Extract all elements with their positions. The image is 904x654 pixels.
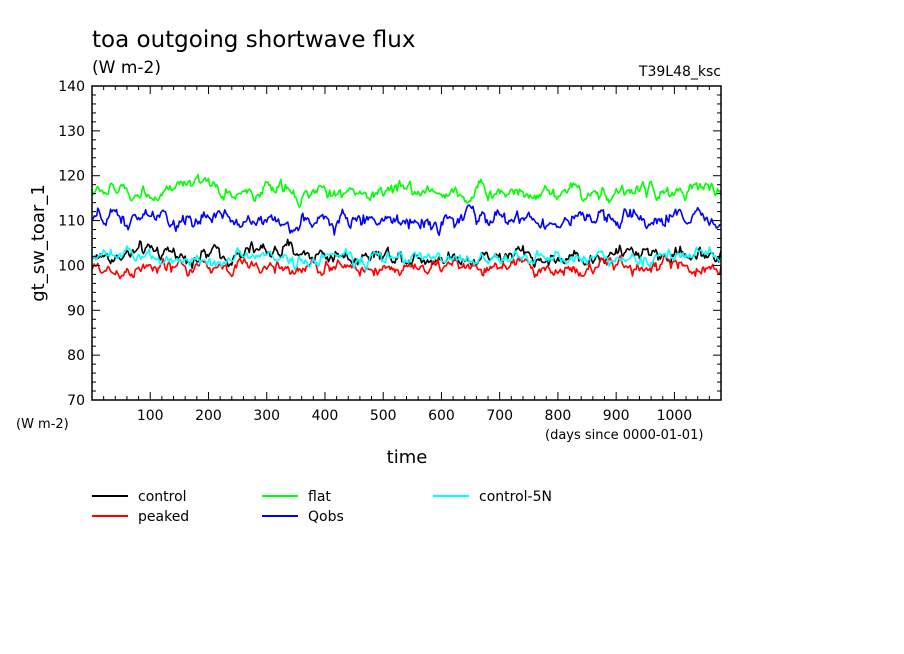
y-tick-label: 140: [58, 79, 85, 95]
plot-series: [91, 173, 722, 280]
x-tick-label: 700: [486, 408, 513, 424]
legend-label-peaked: peaked: [138, 509, 189, 525]
x-tick-label: 200: [195, 408, 222, 424]
x-tick-label: 800: [545, 408, 572, 424]
x-axis-units: (days since 0000-01-01): [545, 428, 703, 443]
legend: control peaked flat Qobs control-5N: [92, 489, 552, 525]
x-tick-label: 100: [137, 408, 164, 424]
x-tick-label: 600: [428, 408, 455, 424]
y-tick-label: 110: [58, 214, 85, 230]
y-axis-units: (W m-2): [16, 417, 69, 432]
y-tick-label: 90: [67, 303, 85, 319]
x-tick-label: 500: [370, 408, 397, 424]
x-axis-label: time: [387, 447, 428, 468]
y-tick-label: 130: [58, 124, 85, 140]
legend-label-control-5N: control-5N: [479, 489, 552, 505]
axis-ticks: 100 200 300 400 500 600 700 800 900 1000 70 80 90 100…: [58, 79, 721, 424]
legend-label-Qobs: Qobs: [308, 509, 344, 525]
legend-label-flat: flat: [308, 489, 331, 505]
series-line-Qobs: [91, 204, 722, 237]
chart-title: toa outgoing shortwave flux: [92, 27, 415, 53]
x-tick-label: 1000: [657, 408, 693, 424]
x-tick-label: 400: [312, 408, 339, 424]
series-line-flat: [91, 173, 722, 209]
y-tick-label: 70: [67, 393, 85, 409]
legend-label-control: control: [138, 489, 187, 505]
x-tick-label: 900: [603, 408, 630, 424]
chart-subtitle: (W m-2): [92, 58, 161, 78]
series-line-control-5N: [91, 245, 722, 272]
x-tick-label: 300: [253, 408, 280, 424]
run-label: T39L48_ksc: [638, 64, 721, 80]
y-axis-label: gt_sw_toar_1: [28, 184, 49, 302]
plot-frame: [91, 85, 722, 401]
y-tick-label: 100: [58, 258, 85, 274]
y-tick-label: 120: [58, 169, 85, 185]
y-tick-label: 80: [67, 348, 85, 364]
series-line-control: [91, 238, 722, 270]
series-line-peaked: [91, 253, 722, 280]
